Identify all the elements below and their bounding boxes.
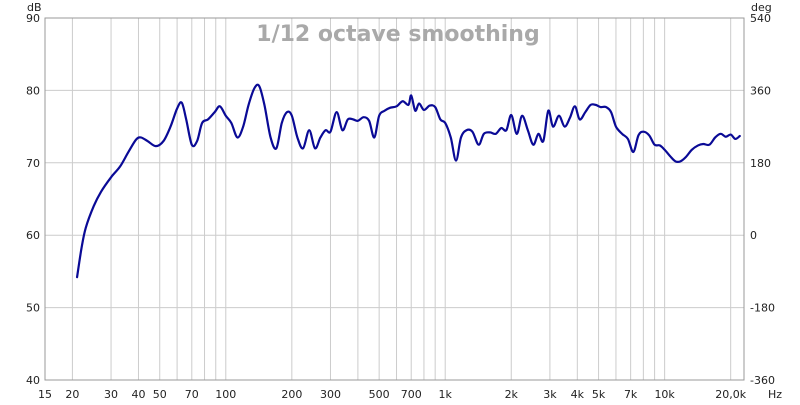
x-tick-label: 70 [185,388,199,401]
x-tick-label: 20,0k [715,388,746,401]
x-tick-label: 20 [65,388,79,401]
plot-area [75,83,741,279]
y-tick-label: 40 [26,374,40,387]
x-tick-label: 4k [571,388,585,401]
axes: 15 20 30 40 50 70 100 200 300 500 700 1k 2k 3k 4k 5k 7k 1… [26,12,775,401]
series-line [75,83,741,279]
chart-title: 1/12 octave smoothing [256,22,539,47]
y2-axis-unit-label: deg [751,1,772,14]
x-tick-label: 3k [543,388,557,401]
y-axis-unit-label: dB [27,1,42,14]
grid [45,18,744,380]
x-tick-label: 200 [281,388,302,401]
x-tick-label: 1k [439,388,453,401]
x-tick-label: 700 [401,388,422,401]
x-axis-unit-label: Hz [768,388,782,401]
x-tick-label: 30 [104,388,118,401]
y-tick-label: 70 [26,157,40,170]
x-tick-label: 300 [320,388,341,401]
y2-tick-label: -180 [750,302,775,315]
y2-tick-label: 540 [750,12,771,25]
y2-tick-label: 0 [750,229,757,242]
x-tick-label: 500 [369,388,390,401]
x-tick-label: 10k [654,388,675,401]
y2-tick-label: -360 [750,374,775,387]
y-tick-label: 60 [26,229,40,242]
x-tick-label: 50 [153,388,167,401]
y2-tick-label: 180 [750,157,771,170]
x-tick-label: 5k [592,388,606,401]
x-tick-label: 40 [131,388,145,401]
x-tick-label: 7k [624,388,638,401]
y-tick-label: 80 [26,84,40,97]
x-tick-label: 100 [215,388,236,401]
x-tick-label: 2k [505,388,519,401]
x-tick-label: 15 [38,388,52,401]
y2-tick-label: 360 [750,84,771,97]
y-tick-label: 90 [26,12,40,25]
plot-frame [44,17,745,381]
y-tick-label: 50 [26,302,40,315]
